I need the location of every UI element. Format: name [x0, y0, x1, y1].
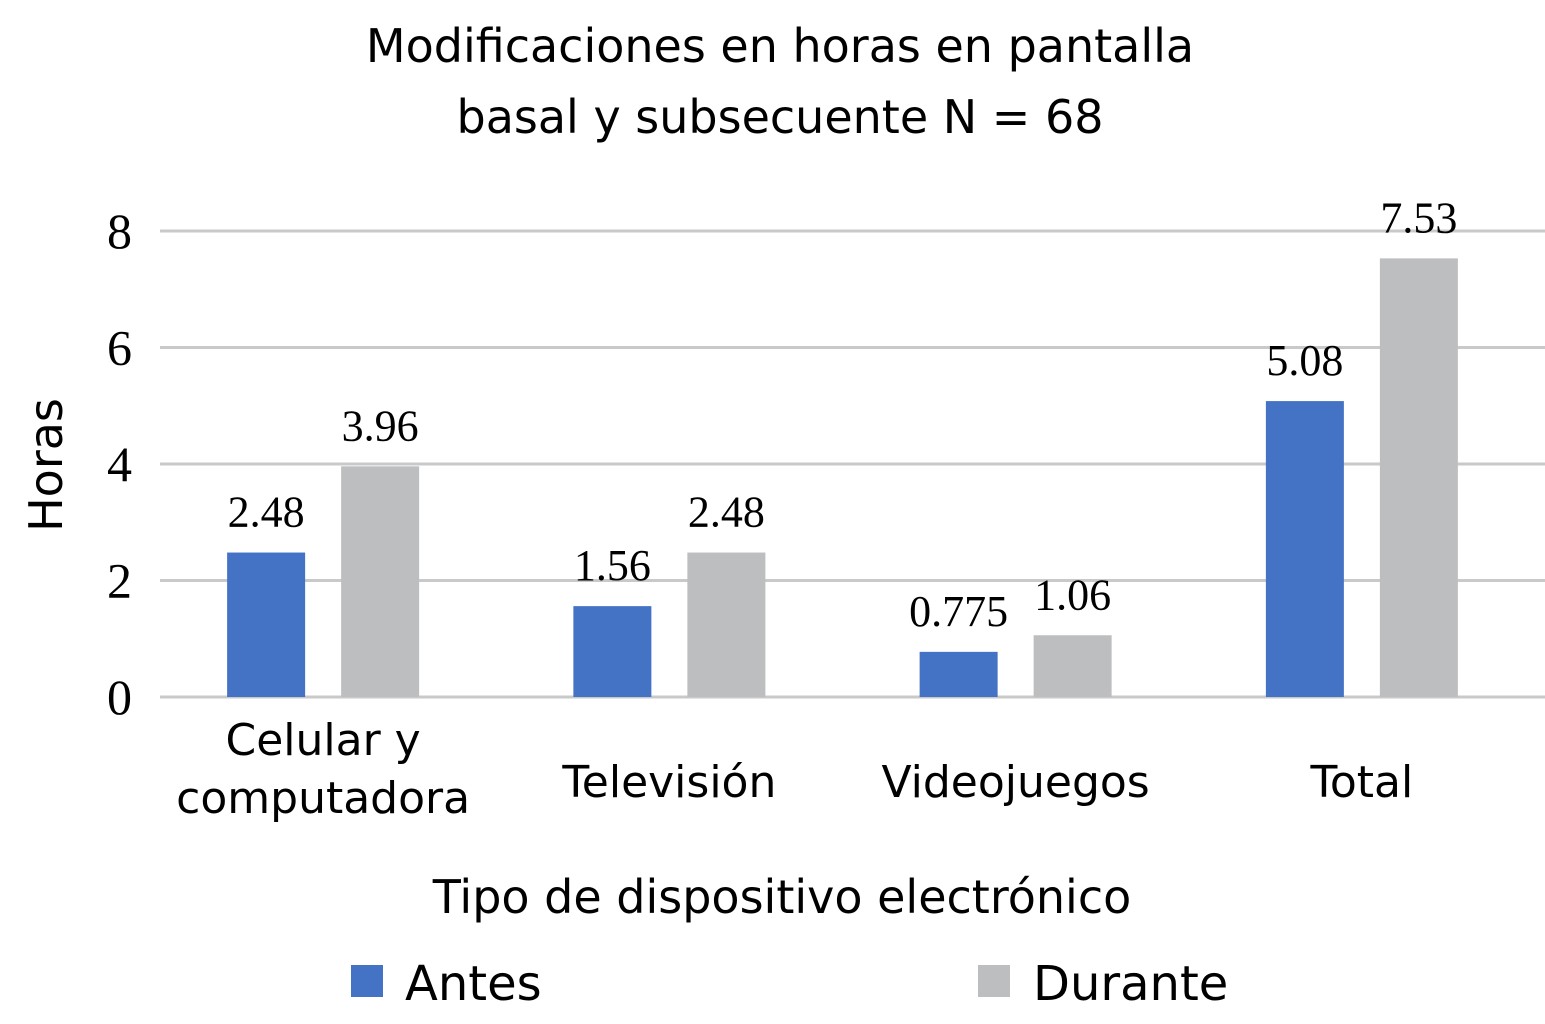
legend-swatch-durante — [978, 965, 1010, 997]
data-label: 1.56 — [574, 541, 651, 590]
y-tick-labels: 0 2 4 6 8 — [107, 203, 132, 725]
category-labels: Celular y computadora Televisión Videojuego… — [176, 715, 1413, 824]
y-tick-label: 0 — [107, 669, 132, 725]
data-label: 1.06 — [1034, 570, 1111, 619]
x-axis-label: Tipo de dispositivo electrónico — [432, 870, 1132, 924]
y-tick-label: 6 — [107, 320, 132, 376]
category-label: Celular y — [226, 715, 421, 766]
bars — [227, 258, 1458, 697]
category-label: Total — [1309, 757, 1413, 808]
bar-antes — [919, 651, 998, 697]
data-labels: 2.48 3.96 1.56 2.48 0.775 1.06 5.08 7.53 — [228, 193, 1458, 635]
data-label: 3.96 — [342, 401, 419, 450]
y-tick-label: 8 — [107, 203, 132, 259]
category-label: Videojuegos — [882, 757, 1150, 808]
bar-antes — [227, 552, 306, 697]
y-tick-label: 4 — [107, 436, 132, 492]
bar-durante — [1033, 635, 1112, 697]
data-label: 0.775 — [909, 587, 1008, 636]
category-label: computadora — [176, 773, 470, 824]
chart-title-line-2: basal y subsecuente N = 68 — [457, 90, 1104, 144]
bar-durante — [341, 466, 420, 697]
data-label: 2.48 — [688, 488, 765, 537]
y-axis-label: Horas — [19, 398, 73, 532]
legend-swatch-antes — [351, 965, 383, 997]
category-label: Televisión — [561, 757, 776, 808]
data-label: 7.53 — [1380, 193, 1457, 242]
bar-durante — [1379, 258, 1458, 697]
bar-durante — [687, 552, 766, 697]
bar-antes — [1265, 401, 1344, 697]
legend: Antes Durante — [351, 956, 1228, 1012]
data-label: 5.08 — [1266, 336, 1343, 385]
data-label: 2.48 — [228, 488, 305, 537]
legend-label-antes: Antes — [405, 956, 542, 1012]
bar-antes — [573, 606, 652, 697]
chart-title-line-1: Modificaciones en horas en pantalla — [366, 19, 1194, 73]
legend-label-durante: Durante — [1033, 956, 1228, 1012]
y-tick-label: 2 — [107, 553, 132, 609]
